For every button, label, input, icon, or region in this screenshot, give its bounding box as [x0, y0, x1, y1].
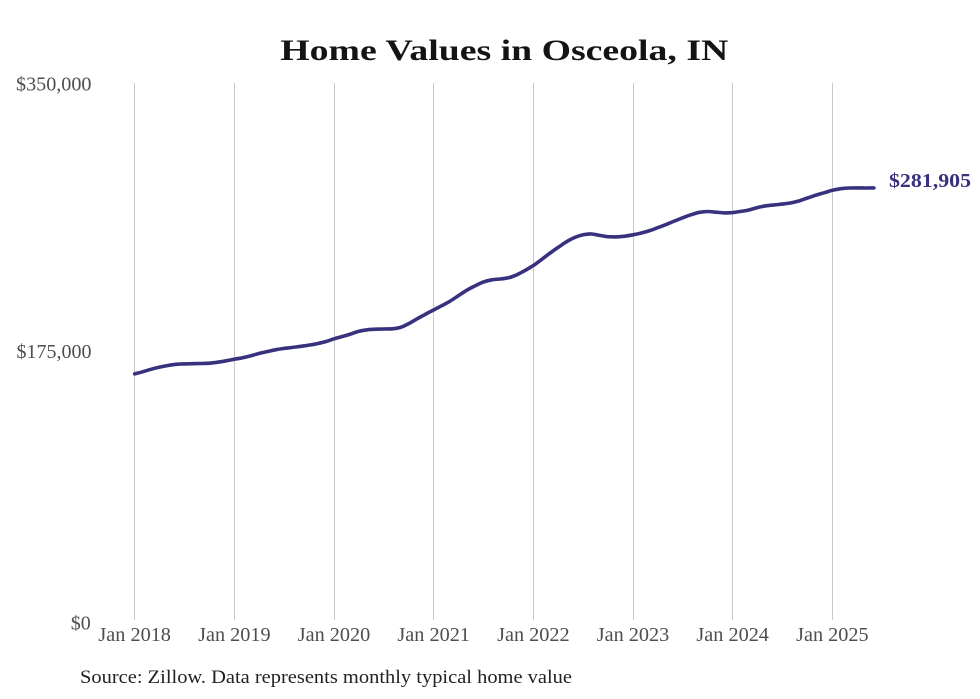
svg-text:$350,000: $350,000	[16, 74, 92, 96]
svg-text:$0: $0	[71, 613, 91, 635]
svg-text:Jan 2021: Jan 2021	[397, 624, 470, 646]
svg-text:$175,000: $175,000	[17, 341, 92, 363]
svg-text:Jan 2023: Jan 2023	[597, 624, 670, 646]
svg-text:Home Values in Osceola, IN: Home Values in Osceola, IN	[280, 34, 728, 67]
svg-text:Jan 2018: Jan 2018	[98, 624, 171, 646]
svg-text:Jan 2019: Jan 2019	[198, 624, 271, 646]
svg-text:Jan 2022: Jan 2022	[497, 624, 570, 646]
svg-text:Jan 2025: Jan 2025	[796, 624, 869, 646]
svg-text:Jan 2024: Jan 2024	[696, 624, 769, 646]
svg-text:Source: Zillow. Data represent: Source: Zillow. Data represents monthly …	[80, 667, 572, 688]
svg-text:$281,905: $281,905	[889, 170, 971, 192]
svg-text:Jan 2020: Jan 2020	[298, 624, 371, 646]
